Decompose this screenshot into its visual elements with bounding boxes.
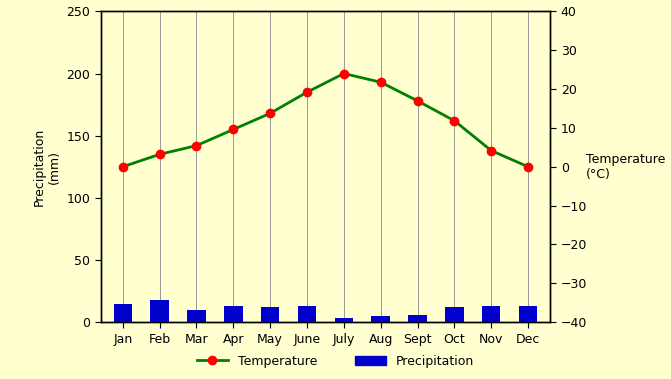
Bar bbox=[409, 315, 427, 322]
Text: Temperature
(°C): Temperature (°C) bbox=[586, 153, 666, 181]
Y-axis label: Precipitation
(mm): Precipitation (mm) bbox=[33, 128, 61, 206]
Bar bbox=[187, 310, 206, 322]
Bar bbox=[224, 306, 242, 322]
Bar bbox=[113, 304, 132, 322]
Bar bbox=[261, 307, 279, 322]
Bar bbox=[519, 306, 537, 322]
Legend: Temperature, Precipitation: Temperature, Precipitation bbox=[192, 350, 479, 373]
Bar bbox=[335, 318, 353, 322]
Bar bbox=[372, 316, 390, 322]
Bar bbox=[298, 306, 316, 322]
Bar bbox=[482, 306, 501, 322]
Bar bbox=[445, 307, 464, 322]
Bar bbox=[150, 300, 169, 322]
